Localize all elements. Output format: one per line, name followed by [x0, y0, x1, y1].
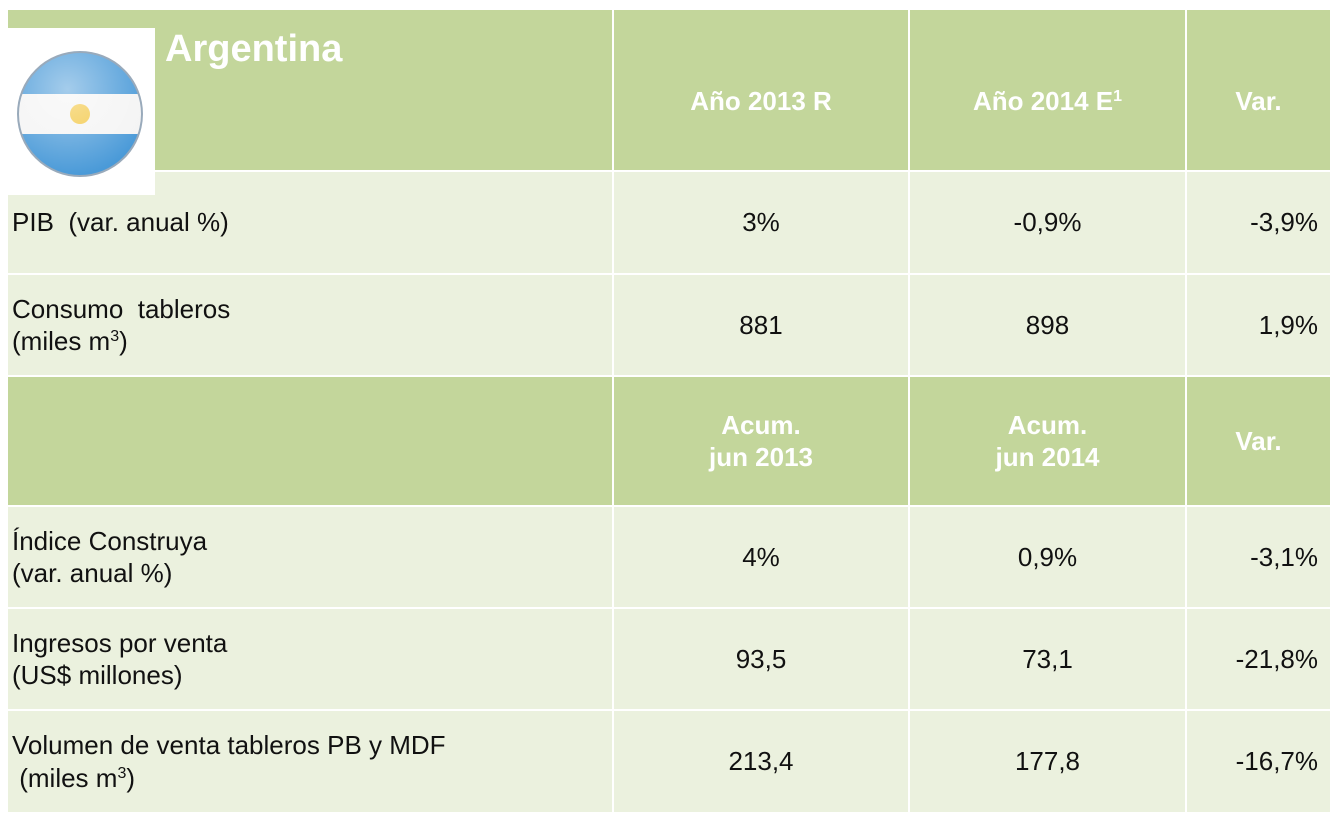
value-cell: -21,8%	[1187, 609, 1330, 709]
text: Consumo tableros	[12, 293, 231, 324]
value: 177,8	[1014, 746, 1081, 777]
superscript: 3	[117, 764, 127, 782]
title: Argentina	[165, 28, 343, 70]
header-cell: Var.	[1187, 10, 1330, 170]
header-cell	[8, 377, 612, 505]
header-cell: Año 2014 E1	[910, 10, 1185, 170]
text: Var.	[1235, 425, 1282, 456]
value-cell: 0,9%	[910, 507, 1185, 607]
value: -3,9%	[1250, 207, 1318, 238]
text: jun 2013	[708, 442, 814, 472]
text-line: (US$ millones)	[12, 659, 183, 692]
text-line: Consumo tableros	[12, 293, 230, 326]
text: (miles m	[12, 762, 118, 793]
text: jun 2014	[995, 442, 1100, 472]
superscript: 3	[110, 328, 120, 345]
header-cell: Var.	[1187, 377, 1330, 505]
value: -21,8%	[1235, 643, 1318, 674]
text-line: Var.	[1235, 85, 1281, 118]
value: 3%	[742, 207, 780, 238]
row-label: PIB (var. anual %)	[8, 172, 612, 273]
text-line: (var. anual %)	[12, 557, 172, 590]
value-cell: -3,1%	[1187, 507, 1330, 607]
text-line: Año 2013 R	[690, 85, 832, 118]
value-cell: 73,1	[910, 609, 1185, 709]
text: Var.	[1235, 85, 1282, 116]
text: )	[119, 326, 128, 356]
value: -16,7%	[1235, 746, 1318, 777]
text: Índice Construya	[12, 525, 208, 556]
text: Volumen de venta tableros PB y MDF	[12, 730, 446, 760]
text: Acum.	[1007, 409, 1088, 440]
value: -0,9%	[1013, 207, 1082, 238]
value: 213,4	[728, 746, 794, 777]
value-cell: 3%	[614, 172, 908, 273]
header-cell: Año 2013 R	[614, 10, 908, 170]
text: Ingresos por venta	[12, 627, 228, 658]
text-line: Var.	[1235, 425, 1281, 458]
value: -3,1%	[1250, 541, 1318, 572]
row-label: Índice Construya (var. anual %)	[8, 507, 612, 607]
text: Acum.	[721, 409, 801, 440]
header-cell: Acum. jun 2013	[614, 377, 908, 505]
value-cell: 177,8	[910, 711, 1185, 812]
text-line: Año 2014 E1	[973, 85, 1122, 118]
header-cell: Acum. jun 2014	[910, 377, 1185, 505]
value-cell: -16,7%	[1187, 711, 1330, 812]
text-line: Índice Construya	[12, 525, 207, 558]
row-label: Consumo tableros (miles m3)	[8, 275, 612, 375]
text: (var. anual %)	[12, 558, 173, 588]
text-line: Acum.	[1008, 409, 1087, 442]
value: 881	[739, 309, 783, 340]
text-line: PIB (var. anual %)	[12, 206, 229, 239]
text-line: (miles m3)	[12, 762, 135, 795]
superscript: 1	[1113, 87, 1123, 105]
text-line: (miles m3)	[12, 325, 128, 358]
row-label: Ingresos por venta (US$ millones)	[8, 609, 612, 709]
value-cell: 93,5	[614, 609, 908, 709]
text: Año 2014 E	[972, 85, 1114, 116]
value-cell: 4%	[614, 507, 908, 607]
text: )	[126, 762, 136, 793]
value: 0,9%	[1017, 541, 1078, 572]
value: 898	[1025, 309, 1070, 340]
text: (US$ millones)	[12, 660, 183, 690]
text-line: Ingresos por venta	[12, 627, 227, 660]
flag-icon	[8, 28, 155, 195]
value: 73,1	[1022, 643, 1073, 674]
value-cell: 213,4	[614, 711, 908, 812]
value: 93,5	[735, 643, 787, 674]
value-cell: -3,9%	[1187, 172, 1330, 273]
text-line: Volumen de venta tableros PB y MDF	[12, 729, 446, 762]
text: Año 2013 R	[690, 85, 832, 116]
row-label: Volumen de venta tableros PB y MDF (mile…	[8, 711, 612, 812]
value-cell: 1,9%	[1187, 275, 1330, 375]
value: 1,9%	[1258, 309, 1318, 340]
text: PIB (var. anual %)	[12, 207, 229, 238]
value-cell: -0,9%	[910, 172, 1185, 273]
text: (miles m	[12, 326, 111, 356]
text-line: jun 2013	[709, 441, 813, 474]
value: 4%	[742, 541, 780, 572]
text-line: Acum.	[721, 409, 800, 442]
text-line: jun 2014	[995, 441, 1099, 474]
value-cell: 881	[614, 275, 908, 375]
value-cell: 898	[910, 275, 1185, 375]
